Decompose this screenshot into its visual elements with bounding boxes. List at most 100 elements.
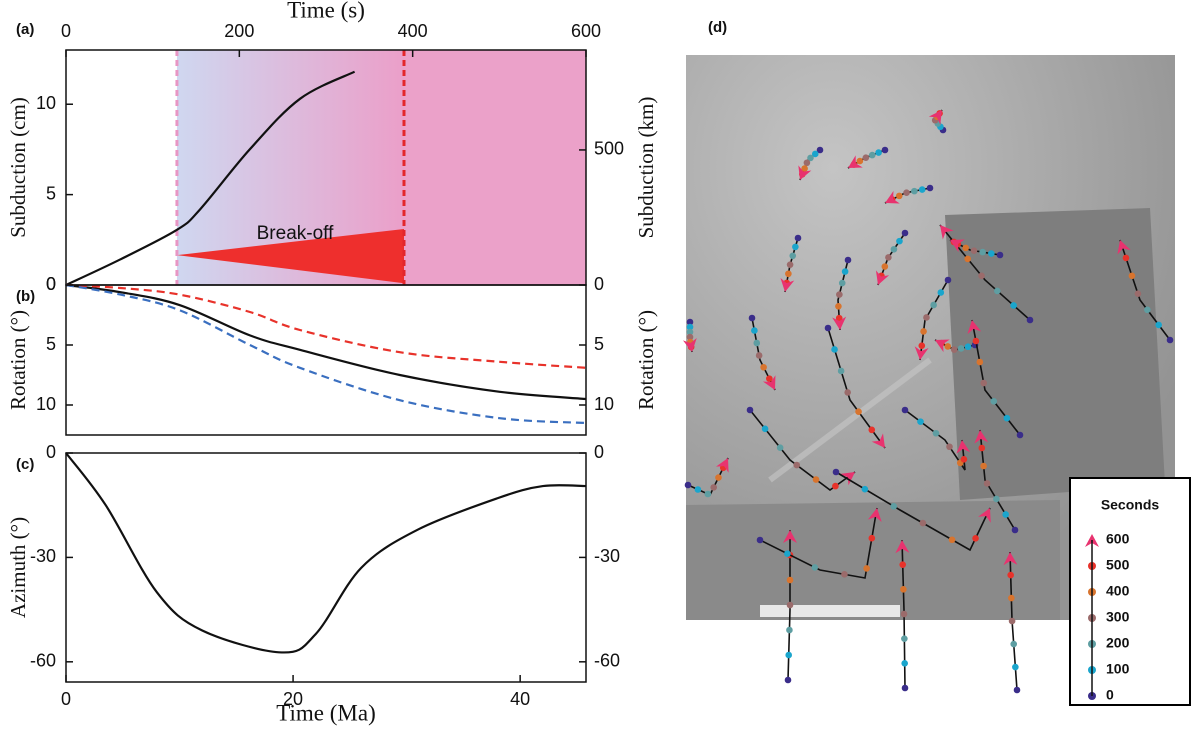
data-line xyxy=(65,283,587,369)
arrowhead xyxy=(967,320,982,335)
trajectory-dot xyxy=(776,444,784,451)
trajectory-dot xyxy=(970,247,978,254)
trajectory-dot xyxy=(964,343,972,351)
y-tick-label: 0 xyxy=(46,274,56,294)
trajectory-dot xyxy=(901,660,908,667)
y2-tick-label: 0 xyxy=(594,442,604,462)
trajectory xyxy=(974,429,1019,534)
trajectory-dot xyxy=(824,324,832,332)
legend-title: Seconds xyxy=(1101,497,1160,513)
trajectory-dot xyxy=(890,245,898,253)
x-axis-label: Time (Ma) xyxy=(276,700,375,725)
trajectory-dot xyxy=(944,343,952,350)
trajectory-dot xyxy=(786,261,794,268)
trajectory-dot xyxy=(686,333,694,341)
trajectory-dot xyxy=(710,484,718,491)
trajectory-dot xyxy=(1010,302,1017,309)
arrowhead xyxy=(875,270,890,285)
trajectory-path xyxy=(835,471,991,552)
trajectory-dot xyxy=(686,323,694,331)
trajectory-dot xyxy=(1003,414,1011,422)
x-tick-label: 0 xyxy=(61,21,71,41)
y2-axis-label: Rotation (°) xyxy=(634,310,658,410)
trajectory-dot xyxy=(901,406,909,414)
trajectory-dot xyxy=(899,561,907,568)
trajectory-dot xyxy=(753,339,761,347)
trajectory-dot xyxy=(901,229,909,237)
arrowhead xyxy=(762,375,776,390)
trajectory xyxy=(1003,551,1021,694)
arrowhead xyxy=(956,440,971,454)
trajectory-dot xyxy=(863,565,870,572)
trajectory-dot xyxy=(1008,594,1015,602)
trajectory-dot xyxy=(811,564,819,571)
arrowhead xyxy=(798,165,812,180)
trajectory-dot xyxy=(920,328,927,335)
trajectory-dot xyxy=(980,379,988,387)
trajectory xyxy=(901,406,971,471)
panel-label: (b) xyxy=(16,288,35,305)
data-line xyxy=(65,452,587,654)
arrowhead xyxy=(832,316,847,330)
trajectory-dot xyxy=(881,263,889,270)
trajectory-dot xyxy=(948,536,956,544)
trajectory-dot xyxy=(1008,617,1016,625)
trajectory xyxy=(875,229,909,286)
x-tick-label: 200 xyxy=(224,21,254,41)
trajectory-dot xyxy=(1013,686,1021,694)
y-tick-label: 5 xyxy=(46,334,56,354)
trajectory xyxy=(1117,239,1174,344)
y-axis-label: Subduction (cm) xyxy=(6,97,30,238)
trajectory-dot xyxy=(868,426,876,434)
trajectory xyxy=(949,239,1004,259)
trajectory-dot xyxy=(900,610,908,618)
y-tick-label: 10 xyxy=(36,93,56,113)
trajectory-dot xyxy=(903,189,910,196)
trajectory-dot xyxy=(978,444,986,452)
arrowhead xyxy=(1003,552,1018,566)
trajectory xyxy=(847,146,889,169)
trajectory-dot xyxy=(993,287,1001,295)
trajectory-dot xyxy=(835,302,842,310)
panel-label: (c) xyxy=(16,456,34,473)
trajectory xyxy=(748,314,776,391)
legend-label: 500 xyxy=(1106,557,1130,573)
trajectory-dot xyxy=(919,519,927,527)
arrowhead xyxy=(1117,240,1131,255)
arrowhead xyxy=(978,508,991,523)
axes-frame xyxy=(65,452,587,683)
trajectory-dot xyxy=(786,626,793,634)
trajectory-dot xyxy=(901,684,909,692)
trajectory-dot xyxy=(990,397,998,405)
trajectory-dot xyxy=(746,406,754,414)
x-tick-label: 20 xyxy=(283,689,303,709)
trajectory xyxy=(780,234,802,293)
trajectory-path xyxy=(904,409,966,471)
arrowhead xyxy=(950,239,965,253)
break-off-wedge xyxy=(176,228,404,284)
legend-label: 200 xyxy=(1106,635,1130,651)
panel-label: (a) xyxy=(16,21,34,38)
trajectory-dot xyxy=(890,503,898,510)
arrowhead xyxy=(780,277,795,292)
y2-tick-label: 0 xyxy=(594,274,604,294)
arrowhead xyxy=(940,225,954,240)
trajectory-dot xyxy=(766,375,773,382)
trajectory-dot xyxy=(988,250,995,257)
trajectory-dot xyxy=(803,159,811,167)
x-tick-label: 400 xyxy=(398,21,428,41)
legend-label: 100 xyxy=(1106,661,1130,677)
trajectory-dot xyxy=(844,256,852,264)
trajectory-dot xyxy=(976,358,984,366)
shaded-region xyxy=(404,50,586,285)
trajectory-dot xyxy=(930,301,937,309)
trajectory-dot xyxy=(993,495,1000,503)
trajectory-dot xyxy=(837,367,845,375)
trajectory-dot xyxy=(917,418,924,425)
legend: 600 500 400 300 200 100 0 xyxy=(1085,531,1130,703)
legend-label: 400 xyxy=(1106,583,1130,599)
trajectory-dot xyxy=(807,154,814,162)
trajectory-dot xyxy=(1144,306,1151,314)
trajectory-dot xyxy=(881,146,889,154)
trajectory-dot xyxy=(686,328,694,336)
